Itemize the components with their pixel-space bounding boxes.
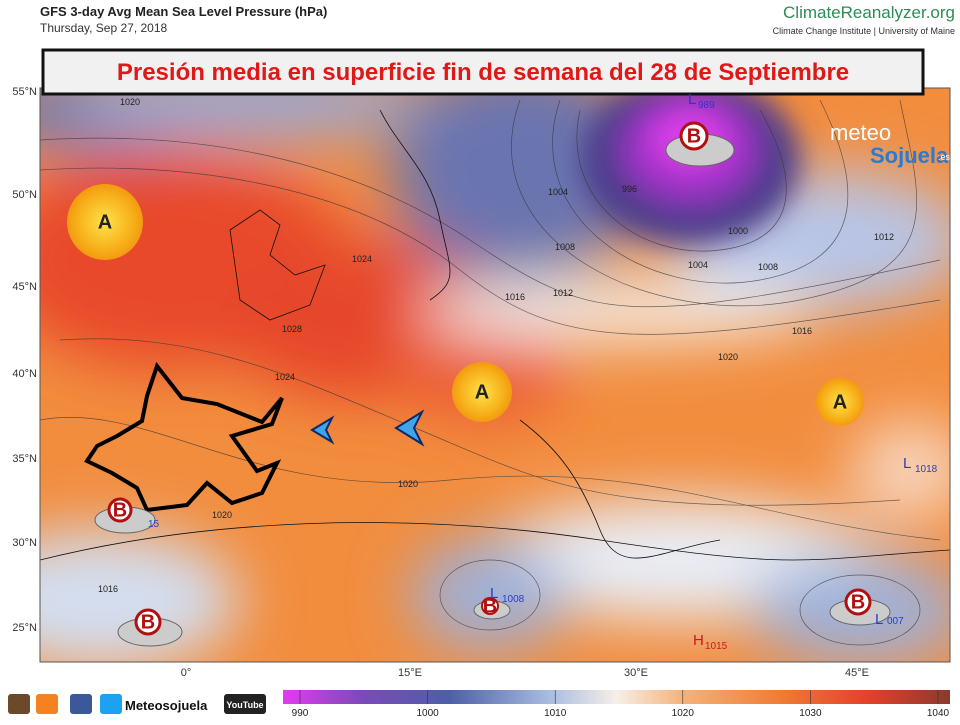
center-value: 007 (887, 616, 904, 627)
isobar-label: 1008 (758, 262, 778, 272)
low-symbol: B (94, 497, 156, 534)
isobar-label: 1016 (98, 584, 118, 594)
longitude-label: 0° (181, 667, 192, 679)
low-symbol: B (117, 608, 183, 647)
center-value: 1015 (705, 641, 728, 652)
center-value: 1018 (915, 464, 938, 475)
banner: Presión media en superficie fin de seman… (117, 59, 849, 86)
center-value: 15 (148, 519, 160, 530)
low-letter: B (687, 125, 701, 147)
longitude-label: 30°E (624, 667, 648, 679)
center-letter: L (490, 585, 498, 602)
high-letter: A (475, 381, 489, 403)
youtube-label: YouTube (226, 700, 263, 710)
latitude-label: 50°N (12, 189, 37, 201)
footer-name: Meteosojuela (125, 698, 208, 713)
latitude-label: 55°N (12, 86, 37, 98)
colorbar-tick-label: 1000 (416, 708, 439, 719)
isobar-label: 1012 (874, 232, 894, 242)
center-letter: L (903, 455, 911, 472)
brand: ClimateReanalyzer.org (783, 3, 955, 22)
longitude-labels: 0° 15°E 30°E 45°E (181, 667, 869, 679)
center-letter: L (875, 611, 883, 628)
low-symbol: B (829, 588, 891, 626)
isobar-label: 1000 (728, 226, 748, 236)
low-letter: B (483, 595, 497, 617)
latitude-label: 45°N (12, 281, 37, 293)
banner-box (41, 48, 925, 96)
low-letter: B (113, 499, 127, 521)
brand-sub: Climate Change Institute | University of… (773, 26, 955, 36)
latitude-labels: 55°N 50°N 45°N 40°N 35°N 30°N 25°N (12, 86, 37, 634)
watermark-part: meteo (830, 120, 891, 145)
isobar-label: 1016 (505, 292, 525, 302)
low-letter: B (141, 611, 155, 633)
colorbar-tick-label: 1020 (672, 708, 695, 719)
spain-outline (84, 361, 284, 513)
watermark: meteo (830, 120, 891, 145)
latitude-label: 25°N (12, 622, 37, 634)
colorbar-ticks: 990 1000 1010 1020 1030 1040 (292, 690, 950, 719)
colorbar-tick-label: 990 (292, 708, 309, 719)
low-symbol: B (665, 121, 735, 167)
isobar-label: 1004 (688, 260, 708, 270)
isobar-label: 1020 (212, 510, 232, 520)
high-symbol: A (816, 378, 864, 426)
latitude-label: 35°N (12, 453, 37, 465)
high-symbol: A (67, 184, 143, 260)
isobar-label: 1020 (398, 479, 418, 489)
isobar-label: 1020 (120, 97, 140, 107)
pressure-map (40, 88, 950, 662)
high-letter: A (98, 211, 112, 233)
isobar-label: 1024 (352, 254, 372, 264)
high-symbol: A (452, 362, 512, 422)
low-letter: B (851, 591, 865, 613)
colorbar-tick-label: 1010 (544, 708, 567, 719)
isobar-labels: 1020 1024 1028 1024 1004 1008 1012 1016 … (98, 97, 894, 594)
center-value: 989 (698, 100, 715, 111)
isobar-label: 1024 (275, 372, 295, 382)
pressure-centers: L 989 L 1008 L 1018 H 1015 L 007 15 (148, 91, 938, 652)
isobar-label: 1008 (555, 242, 575, 252)
colorbar-tick-label: 1040 (927, 708, 950, 719)
isobar-label: 1012 (553, 288, 573, 298)
low-symbol: B (473, 595, 511, 620)
colorbar (283, 690, 950, 704)
youtube-badge (224, 694, 266, 714)
isobar-label: 1020 (718, 352, 738, 362)
center-letter: L (688, 91, 696, 108)
longitude-label: 15°E (398, 667, 422, 679)
flow-arrow (394, 409, 425, 447)
map-date: Thursday, Sep 27, 2018 (40, 21, 168, 35)
latitude-label: 40°N (12, 368, 37, 380)
isobar-label: 1004 (548, 187, 568, 197)
latitude-label: 30°N (12, 537, 37, 549)
longitude-label: 45°E (845, 667, 869, 679)
map-title: GFS 3-day Avg Mean Sea Level Pressure (h… (40, 4, 327, 19)
flow-arrow (310, 415, 335, 445)
watermark: Sojuela (870, 143, 949, 168)
isobar-label: 996 (622, 184, 637, 194)
isobar-label: 1028 (282, 324, 302, 334)
isobar-label: 1016 (792, 326, 812, 336)
center-value: 1008 (502, 594, 525, 605)
watermark: .es (938, 152, 951, 162)
social-icons (8, 694, 122, 714)
colorbar-tick-label: 1030 (799, 708, 822, 719)
high-letter: A (833, 391, 847, 413)
center-letter: H (693, 632, 704, 649)
